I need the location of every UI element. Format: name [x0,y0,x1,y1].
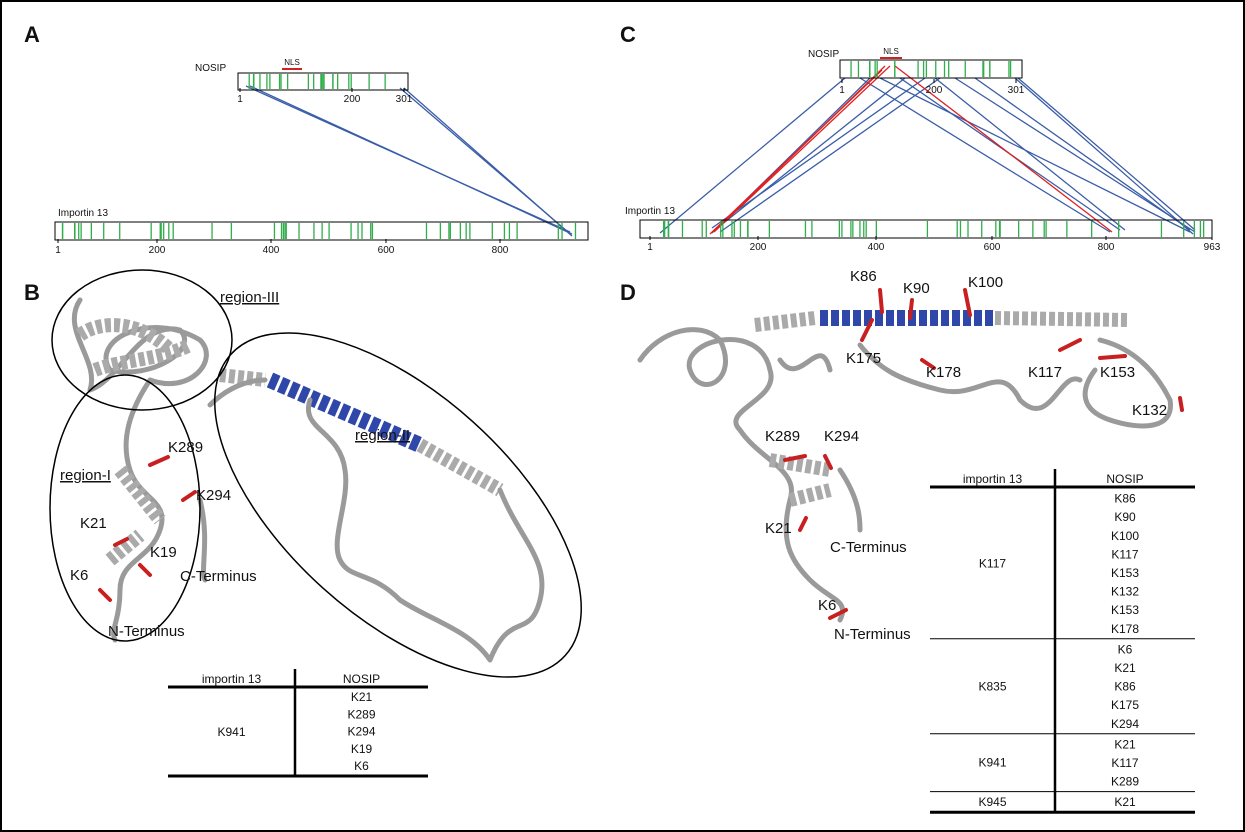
tick-label: 200 [750,242,767,253]
table-cell: K21 [1114,795,1136,809]
table-cell: K132 [1111,585,1139,599]
protein-label: Importin 13 [58,208,108,219]
table-cell: K941 [217,725,245,739]
terminus-label: C-Terminus [830,539,907,556]
residue-label: K117 [1028,364,1062,381]
tick-label: 400 [868,242,885,253]
tick-label: 800 [1098,242,1115,253]
table-cell: K945 [978,795,1006,809]
tick-label: 600 [378,245,395,256]
tick-label: 301 [396,94,413,105]
tick-label: 600 [984,242,1001,253]
table-cell: K21 [1114,661,1136,675]
residue-label: K178 [926,364,961,381]
table-cell: K6 [354,759,369,773]
protein-label: Importin 13 [625,206,675,217]
residue-label: K100 [968,274,1003,291]
table-cell: K19 [351,742,373,756]
tick-label: 200 [926,85,943,96]
tick-label: 963 [1204,242,1221,253]
table-header: NOSIP [343,672,380,686]
motif-label: NLS [284,58,300,67]
table-cell: K294 [347,725,375,739]
residue-label: K153 [1100,364,1135,381]
table-cell: K117 [1111,547,1138,561]
frame [1,1,1244,831]
table-cell: K117 [979,556,1006,570]
table-cell: K178 [1111,622,1139,636]
table-cell: K6 [1118,642,1133,656]
residue-label: K19 [150,544,177,561]
table-header: importin 13 [963,472,1023,486]
table-cell: K100 [1111,529,1139,543]
panel-label: D [620,280,636,305]
residue-label: K90 [903,280,930,297]
tick-label: 800 [492,245,509,256]
tick-label: 1 [839,85,845,96]
motif-label: NLS [883,47,899,56]
tick-label: 400 [263,245,280,256]
terminus-label: N-Terminus [108,623,185,640]
residue-label: K6 [70,567,88,584]
table-header: importin 13 [202,672,262,686]
panel-label: A [24,22,40,47]
table-cell: K175 [1111,698,1139,712]
figure: A B C D NOSIP NLS Importin 13 NOSIP NLS … [0,0,1245,832]
panel-label: B [24,280,40,305]
table-cell: K153 [1111,603,1139,617]
residue-label: K289 [765,428,800,445]
table-cell: K90 [1114,510,1136,524]
residue-label: K132 [1132,402,1167,419]
tick-label: 1 [237,94,243,105]
panel-label: C [620,22,636,47]
table-cell: K835 [978,679,1006,693]
residue-label: K21 [80,515,107,532]
table-cell: K21 [1114,737,1136,751]
tick-label: 1 [647,242,653,253]
tick-label: 200 [149,245,166,256]
table-cell: K294 [1111,717,1139,731]
residue-label: K294 [196,487,231,504]
table-cell: K289 [347,707,375,721]
residue-label: K86 [850,268,877,285]
tick-label: 1 [55,245,61,256]
table-cell: K941 [978,756,1006,770]
terminus-label: N-Terminus [834,626,911,643]
table-cell: K86 [1114,492,1136,506]
table-header: NOSIP [1106,472,1143,486]
protein-label: NOSIP [195,63,226,74]
residue-label: K294 [824,428,859,445]
residue-label: K175 [846,350,881,367]
table-cell: K153 [1111,566,1139,580]
region-label: region-II [355,427,410,444]
residue-label: K6 [818,597,836,614]
table-cell: K117 [1111,756,1138,770]
protein-label: NOSIP [808,49,839,60]
residue-label: K21 [765,520,792,537]
table-cell: K86 [1114,680,1136,694]
region-label: region-III [220,289,279,306]
residue-label: K289 [168,439,203,456]
tick-label: 200 [344,94,361,105]
table-cell: K289 [1111,775,1139,789]
table-cell: K21 [351,690,373,704]
terminus-label: C-Terminus [180,568,257,585]
tick-label: 301 [1008,85,1025,96]
region-label: region-I [60,467,111,484]
